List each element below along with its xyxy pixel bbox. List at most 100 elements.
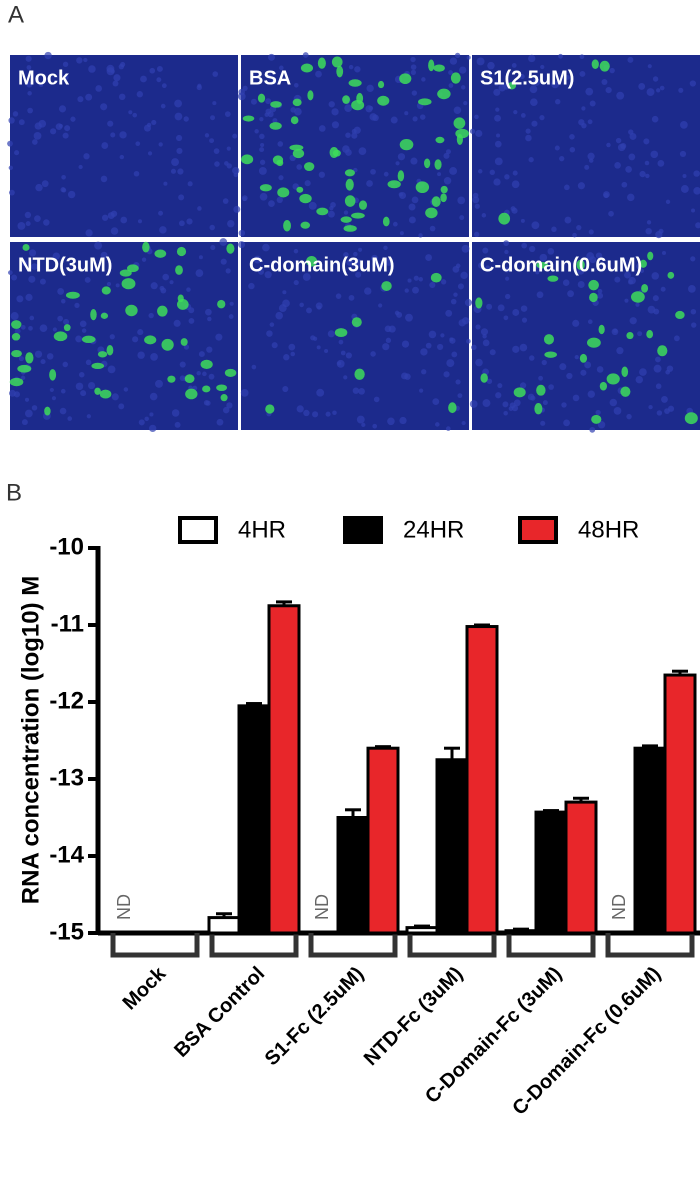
nucleus [446, 359, 455, 368]
nucleus [425, 254, 433, 261]
infected-cell [300, 63, 314, 73]
nucleus [140, 75, 147, 83]
nucleus [639, 170, 646, 178]
nucleus [503, 410, 508, 416]
infected-cell [269, 122, 282, 130]
data-label: ND [609, 894, 629, 920]
nucleus [278, 175, 284, 181]
nucleus [378, 303, 383, 308]
infected-cell [576, 259, 585, 270]
nucleus [8, 117, 15, 124]
nucleus [463, 101, 468, 106]
nucleus [635, 375, 644, 384]
nucleus [324, 348, 329, 354]
nucleus [195, 269, 204, 277]
nucleus [453, 106, 462, 115]
error-bar [375, 745, 391, 749]
infected-cell [351, 100, 365, 111]
error-bar [414, 924, 430, 928]
nucleus [88, 381, 96, 390]
nucleus [404, 111, 409, 116]
nucleus [316, 345, 321, 350]
infected-cell [63, 324, 71, 332]
nucleus [118, 93, 126, 101]
nucleus [445, 309, 453, 317]
nucleus [358, 388, 365, 395]
micrograph: Mock [7, 51, 241, 237]
nucleus [179, 375, 186, 381]
nucleus [520, 218, 525, 223]
nucleus [328, 101, 335, 108]
category-bracket [110, 933, 200, 958]
nucleus [202, 371, 207, 377]
nucleus [197, 206, 202, 211]
infected-cell [259, 184, 272, 192]
nucleus [482, 399, 491, 408]
nucleus [9, 189, 15, 196]
nucleus [405, 313, 413, 322]
category-bracket [506, 933, 596, 958]
nucleus [325, 411, 331, 417]
nucleus [399, 231, 404, 236]
nucleus [495, 107, 500, 112]
nucleus [58, 123, 63, 129]
nucleus [203, 400, 210, 406]
nucleus [38, 119, 47, 128]
nucleus [52, 252, 60, 260]
nucleus [147, 151, 153, 156]
nucleus [581, 122, 587, 129]
nucleus [171, 409, 180, 417]
infected-cell [157, 305, 168, 317]
infected-cell [300, 221, 311, 229]
nucleus [597, 420, 606, 429]
nucleus [478, 169, 483, 174]
nucleus [425, 342, 432, 349]
nucleus [159, 226, 167, 234]
nucleus [569, 134, 575, 140]
error-bar [573, 796, 589, 803]
nucleus [471, 344, 477, 351]
nucleus [106, 281, 112, 287]
nucleus [475, 129, 483, 138]
nucleus [113, 74, 121, 82]
nucleus [529, 355, 535, 361]
nucleus [475, 324, 481, 330]
nucleus [254, 129, 259, 134]
nucleus [644, 160, 650, 166]
nucleus [18, 356, 24, 362]
infected-cell [437, 88, 451, 100]
infected-cell [144, 335, 157, 345]
nucleus [77, 96, 84, 103]
nucleus [242, 85, 248, 91]
nucleus [156, 77, 162, 83]
nucleus [226, 146, 231, 151]
infected-cell [425, 207, 438, 219]
nucleus [262, 243, 270, 252]
nucleus [332, 410, 337, 416]
nucleus [445, 426, 451, 431]
nucleus [451, 351, 458, 358]
infected-cell [242, 115, 255, 122]
nucleus [395, 161, 400, 166]
nucleus [327, 210, 335, 218]
nucleus [609, 67, 615, 74]
infected-cell [154, 249, 167, 258]
nucleus [629, 317, 637, 325]
nucleus [482, 334, 487, 339]
nucleus [343, 375, 348, 380]
infected-cell [202, 385, 211, 393]
nucleus [655, 231, 663, 239]
nucleus [679, 150, 687, 158]
x-tick-label: Mock [119, 962, 171, 1014]
nucleus [521, 242, 528, 249]
nucleus [372, 423, 378, 429]
nucleus [493, 88, 501, 96]
nucleus [75, 382, 84, 391]
infected-cell [591, 59, 599, 70]
nucleus [656, 88, 661, 93]
category-bracket [209, 933, 299, 958]
nucleus [293, 280, 299, 286]
nucleus [519, 343, 528, 352]
data-label: ND [312, 894, 332, 920]
nucleus [282, 299, 290, 308]
